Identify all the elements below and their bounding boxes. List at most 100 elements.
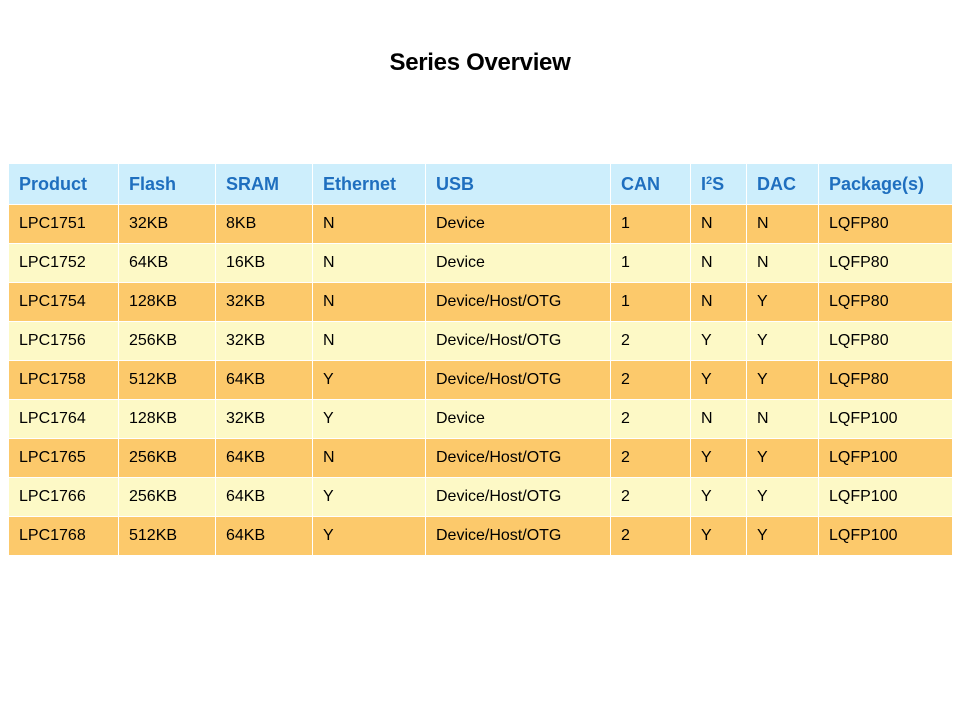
cell-usb: Device/Host/OTG	[425, 438, 611, 478]
cell-can: 2	[610, 399, 691, 439]
table-row: LPC1751 32KB 8KB N Device 1 N N LQFP80	[8, 204, 953, 244]
table-row: LPC1756 256KB 32KB N Device/Host/OTG 2 Y Y LQFP8…	[8, 321, 953, 361]
cell-ethernet: Y	[312, 360, 426, 400]
cell-sram: 16KB	[215, 243, 313, 283]
cell-can: 2	[610, 321, 691, 361]
cell-flash: 512KB	[118, 516, 216, 556]
cell-dac: N	[746, 204, 819, 244]
cell-product: LPC1768	[8, 516, 119, 556]
cell-sram: 32KB	[215, 399, 313, 439]
cell-flash: 32KB	[118, 204, 216, 244]
cell-sram: 32KB	[215, 282, 313, 322]
cell-packages: LQFP100	[818, 477, 953, 517]
cell-sram: 8KB	[215, 204, 313, 244]
cell-dac: Y	[746, 282, 819, 322]
cell-i2s: N	[690, 282, 747, 322]
page-title: Series Overview	[389, 49, 571, 76]
cell-packages: LQFP80	[818, 204, 953, 244]
cell-ethernet: Y	[312, 516, 426, 556]
cell-can: 1	[610, 204, 691, 244]
cell-usb: Device	[425, 204, 611, 244]
cell-ethernet: N	[312, 243, 426, 283]
cell-i2s: Y	[690, 477, 747, 517]
header-i2s-base: I	[701, 173, 707, 194]
header-packages: Package(s)	[818, 163, 953, 205]
header-i2s: I2S	[690, 163, 747, 205]
table-body: LPC1751 32KB 8KB N Device 1 N N LQFP80 LPC1752 64K…	[8, 204, 953, 556]
table-row: LPC1765 256KB 64KB N Device/Host/OTG 2 Y Y LQFP1…	[8, 438, 953, 478]
cell-usb: Device	[425, 243, 611, 283]
cell-flash: 512KB	[118, 360, 216, 400]
table-header-row: Product Flash SRAM Ethernet USB CAN I2S …	[8, 163, 953, 205]
header-product: Product	[8, 163, 119, 205]
cell-can: 2	[610, 360, 691, 400]
cell-can: 1	[610, 282, 691, 322]
cell-can: 1	[610, 243, 691, 283]
cell-usb: Device/Host/OTG	[425, 516, 611, 556]
cell-sram: 64KB	[215, 360, 313, 400]
cell-dac: Y	[746, 360, 819, 400]
cell-sram: 32KB	[215, 321, 313, 361]
cell-flash: 64KB	[118, 243, 216, 283]
cell-flash: 128KB	[118, 399, 216, 439]
cell-packages: LQFP100	[818, 399, 953, 439]
table-row: LPC1768 512KB 64KB Y Device/Host/OTG 2 Y Y LQFP1…	[8, 516, 953, 556]
header-i2s-rest: S	[712, 173, 725, 194]
cell-flash: 256KB	[118, 321, 216, 361]
table-row: LPC1766 256KB 64KB Y Device/Host/OTG 2 Y Y LQFP1…	[8, 477, 953, 517]
table-row: LPC1754 128KB 32KB N Device/Host/OTG 1 N Y LQFP8…	[8, 282, 953, 322]
cell-i2s: Y	[690, 321, 747, 361]
cell-flash: 256KB	[118, 477, 216, 517]
cell-i2s: N	[690, 399, 747, 439]
cell-product: LPC1751	[8, 204, 119, 244]
cell-usb: Device/Host/OTG	[425, 360, 611, 400]
cell-ethernet: Y	[312, 477, 426, 517]
cell-can: 2	[610, 477, 691, 517]
cell-packages: LQFP80	[818, 282, 953, 322]
cell-i2s: Y	[690, 360, 747, 400]
cell-sram: 64KB	[215, 438, 313, 478]
header-i2s-sup: 2	[706, 174, 713, 187]
cell-sram: 64KB	[215, 516, 313, 556]
header-usb: USB	[425, 163, 611, 205]
cell-usb: Device/Host/OTG	[425, 282, 611, 322]
cell-packages: LQFP100	[818, 516, 953, 556]
cell-product: LPC1758	[8, 360, 119, 400]
cell-packages: LQFP80	[818, 243, 953, 283]
header-can: CAN	[610, 163, 691, 205]
cell-flash: 256KB	[118, 438, 216, 478]
cell-product: LPC1754	[8, 282, 119, 322]
cell-dac: Y	[746, 438, 819, 478]
series-overview-table: Product Flash SRAM Ethernet USB CAN I2S …	[8, 163, 953, 556]
cell-sram: 64KB	[215, 477, 313, 517]
cell-packages: LQFP100	[818, 438, 953, 478]
cell-dac: N	[746, 243, 819, 283]
header-dac: DAC	[746, 163, 819, 205]
cell-can: 2	[610, 516, 691, 556]
cell-product: LPC1752	[8, 243, 119, 283]
cell-usb: Device/Host/OTG	[425, 321, 611, 361]
header-flash: Flash	[118, 163, 216, 205]
cell-i2s: Y	[690, 516, 747, 556]
cell-i2s: N	[690, 204, 747, 244]
cell-product: LPC1765	[8, 438, 119, 478]
cell-packages: LQFP80	[818, 321, 953, 361]
cell-usb: Device	[425, 399, 611, 439]
cell-dac: Y	[746, 321, 819, 361]
cell-ethernet: N	[312, 204, 426, 244]
cell-ethernet: N	[312, 438, 426, 478]
cell-can: 2	[610, 438, 691, 478]
cell-packages: LQFP80	[818, 360, 953, 400]
cell-flash: 128KB	[118, 282, 216, 322]
cell-product: LPC1764	[8, 399, 119, 439]
cell-product: LPC1756	[8, 321, 119, 361]
cell-usb: Device/Host/OTG	[425, 477, 611, 517]
cell-ethernet: N	[312, 282, 426, 322]
cell-dac: N	[746, 399, 819, 439]
cell-product: LPC1766	[8, 477, 119, 517]
cell-i2s: Y	[690, 438, 747, 478]
cell-ethernet: N	[312, 321, 426, 361]
table-row: LPC1764 128KB 32KB Y Device 2 N N LQFP100	[8, 399, 953, 439]
table-row: LPC1758 512KB 64KB Y Device/Host/OTG 2 Y Y LQFP8…	[8, 360, 953, 400]
cell-i2s: N	[690, 243, 747, 283]
